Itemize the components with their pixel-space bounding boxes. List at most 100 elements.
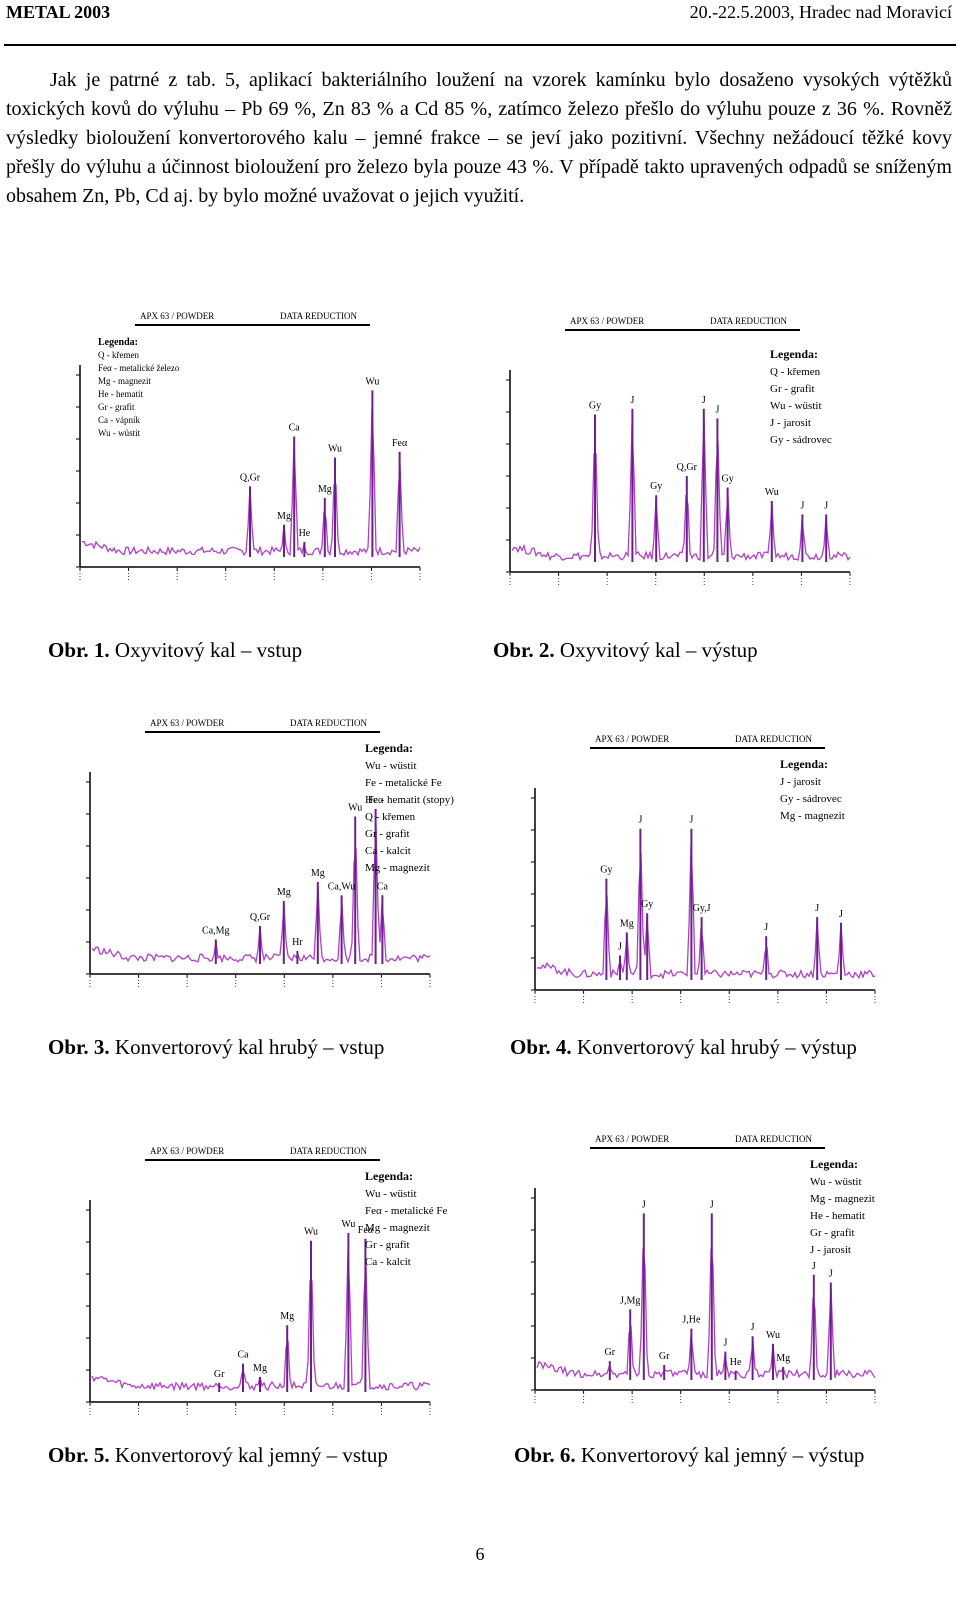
plot-title: APX 63 / POWDER — [150, 1146, 224, 1156]
legend-item: Wu - wüstit — [810, 1176, 862, 1188]
plot-subtitle: DATA REDUCTION — [735, 1134, 813, 1144]
caption-label: Obr. 2. — [493, 638, 555, 662]
peak-label: Mg — [277, 887, 291, 898]
legend-item: Wu - wüstit — [770, 400, 822, 412]
peak-label: Hr — [292, 937, 303, 948]
legend-item: Feα - metalické železo — [98, 363, 180, 373]
peak-label: Gy — [721, 474, 733, 485]
peak-label: J — [764, 922, 768, 933]
diffractogram: APX 63 / POWDER DATA REDUCTION Gr J,Mg J Gr J,… — [531, 1134, 876, 1404]
legend-title: Legenda: — [770, 347, 818, 361]
header-left: METAL 2003 — [6, 2, 111, 22]
plot-subtitle: DATA REDUCTION — [290, 1146, 368, 1156]
plot-title: APX 63 / POWDER — [595, 1134, 669, 1144]
peak-label: J — [812, 1261, 816, 1272]
paragraph: Jak je patrné z tab. 5, aplikací bakteri… — [6, 69, 952, 207]
spectrum — [536, 1248, 876, 1380]
legend-item: He - hematit — [98, 389, 143, 399]
legend-item: Wu - wüstit — [98, 428, 141, 438]
peak-label: Wu — [766, 1330, 780, 1341]
peak-label: Q,Gr — [250, 912, 271, 923]
legend-item: Mg - magnezit — [365, 862, 430, 874]
peak-label: Feα — [368, 795, 384, 806]
legend-item: Wu - wüstit — [365, 760, 417, 772]
peak-label: Gr — [214, 1369, 225, 1380]
diffractogram: APX 63 / POWDER DATA REDUCTION Gy Mg J J J Gy Gy… — [531, 734, 876, 1004]
peak-label: J — [723, 1338, 727, 1349]
peak-label: Wu — [365, 376, 379, 387]
legend-title: Legenda: — [365, 741, 413, 755]
legend-item: Ca - kalcit — [365, 1256, 411, 1268]
legend-item: Q - křemen — [770, 366, 821, 378]
caption: Obr. 3. Konvertorový kal hrubý – vstup — [48, 1035, 384, 1060]
peak-label: Q,Gr — [240, 472, 261, 483]
legend-item: Gr - grafit — [98, 402, 135, 412]
peak-label: Gy — [600, 865, 612, 876]
plot-subtitle: DATA REDUCTION — [290, 718, 368, 728]
peak-label: Wu — [328, 444, 342, 455]
legend-item: He - hematit (stopy) — [365, 794, 454, 806]
plot-subtitle: DATA REDUCTION — [735, 734, 813, 744]
caption-text: Konvertorový kal hrubý – výstup — [576, 1035, 857, 1059]
peak-label: Mg — [277, 511, 291, 522]
peak-label: Ca — [237, 1350, 249, 1361]
caption: Obr. 4. Konvertorový kal hrubý – výstup — [510, 1035, 857, 1060]
plot-title: APX 63 / POWDER — [150, 718, 224, 728]
caption-text: Konvertorový kal jemný – vstup — [114, 1443, 388, 1467]
spectrum — [511, 416, 851, 562]
peak-label: J — [702, 395, 706, 406]
peak-label: Gy — [589, 401, 601, 412]
legend-item: Mg - magnezit — [98, 376, 151, 386]
peak-label: Mg — [776, 1353, 790, 1364]
peak-label: Mg — [280, 1311, 294, 1322]
diffractogram: APX 63 / POWDER DATA REDUCTION Gr Ca Mg Mg Wu W… — [86, 1146, 448, 1416]
caption-label: Obr. 1. — [48, 638, 110, 662]
legend-title: Legenda: — [98, 337, 138, 348]
legend-title: Legenda: — [780, 757, 828, 771]
caption: Obr. 5. Konvertorový kal jemný – vstup — [48, 1443, 388, 1468]
peak-label: J,Mg — [620, 1295, 640, 1306]
peak-label: Feα — [392, 438, 408, 449]
legend-item: Gy - sádrovec — [770, 434, 832, 446]
caption-label: Obr. 5. — [48, 1443, 110, 1467]
legend-item: Feα - metalické Fe — [365, 1205, 448, 1217]
diffractogram: APX 63 / POWDER DATA REDUCTIONGyJGyQ,GrJJ… — [506, 316, 851, 586]
peak-label: Ca — [377, 881, 389, 892]
caption-label: Obr. 3. — [48, 1035, 110, 1059]
peak-label: Wu — [765, 487, 779, 498]
peak-label: J — [715, 404, 719, 415]
caption-label: Obr. 4. — [510, 1035, 572, 1059]
peak-label: Gy — [641, 899, 653, 910]
legend-item: Gr - grafit — [365, 1239, 410, 1251]
header-rule — [4, 44, 956, 46]
peak-label: J — [824, 500, 828, 511]
peak-label: J — [618, 941, 622, 952]
legend-title: Legenda: — [365, 1169, 413, 1183]
peak-label: Ca,Mg — [202, 925, 230, 936]
peak-label: J — [638, 815, 642, 826]
legend-item: Wu - wüstit — [365, 1188, 417, 1200]
plot-title: APX 63 / POWDER — [595, 734, 669, 744]
legend-item: J - jarosit — [780, 776, 821, 788]
legend-item: Gy - sádrovec — [780, 793, 842, 805]
peak-label: J — [710, 1199, 714, 1210]
peak-label: Mg — [253, 1363, 267, 1374]
plot-title: APX 63 / POWDER — [140, 311, 214, 321]
peak-label: J — [839, 909, 843, 920]
peak-label: J — [689, 815, 693, 826]
legend-item: J - jarosit — [810, 1244, 851, 1256]
peak-label: Gr — [605, 1347, 616, 1358]
plot-title: APX 63 / POWDER — [570, 316, 644, 326]
caption-text: Oxyvitový kal – výstup — [559, 638, 758, 662]
peak-label: He — [299, 528, 311, 539]
legend-item: Mg - magnezit — [365, 1222, 430, 1234]
legend-item: Gr - grafit — [810, 1227, 855, 1239]
caption-text: Konvertorový kal jemný – výstup — [580, 1443, 865, 1467]
peak-label: J — [829, 1268, 833, 1279]
header-right: 20.-22.5.2003, Hradec nad Moravicí — [689, 2, 952, 22]
peak-label: Ca — [289, 422, 301, 433]
legend-item: J - jarosit — [770, 417, 811, 429]
legend-title: Legenda: — [810, 1157, 858, 1171]
caption-label: Obr. 6. — [514, 1443, 576, 1467]
